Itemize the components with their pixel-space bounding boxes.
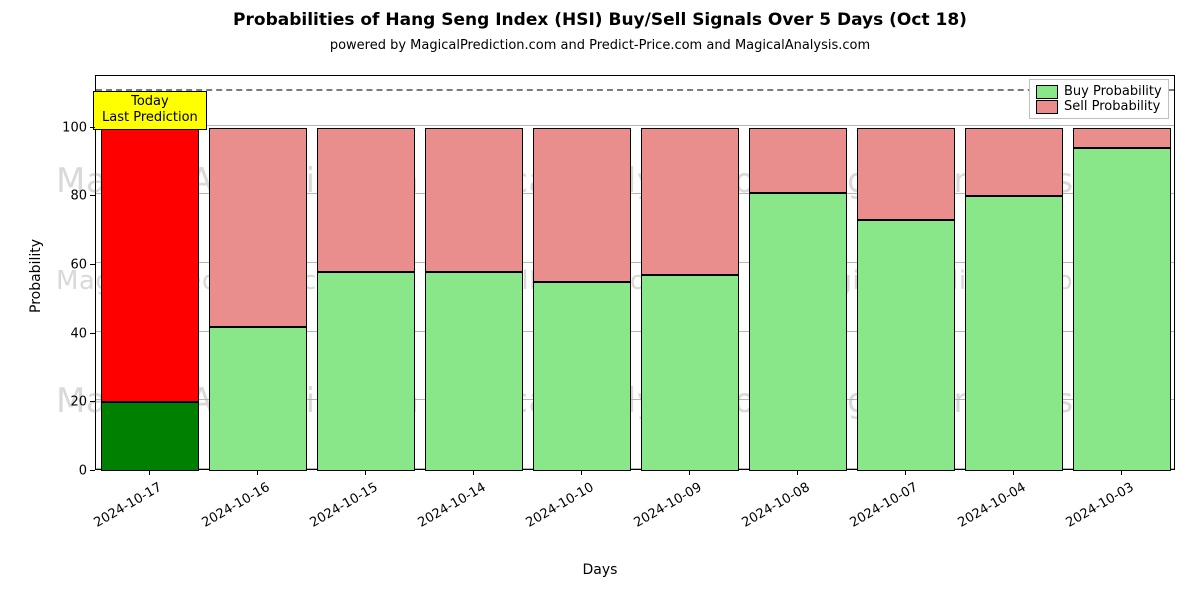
today-annotation-line: Today <box>131 94 169 109</box>
x-tick-label: 2024-10-07 <box>826 480 920 543</box>
bar-sell <box>101 128 198 403</box>
y-tick-mark <box>90 333 95 334</box>
legend-swatch <box>1036 100 1058 114</box>
x-tick-label: 2024-10-15 <box>286 480 380 543</box>
bar-sell <box>749 128 846 193</box>
legend-label: Buy Probability <box>1064 84 1162 99</box>
bar-sell <box>425 128 522 272</box>
bar-buy <box>101 402 198 471</box>
today-annotation-line: Last Prediction <box>102 110 198 125</box>
y-tick-mark <box>90 470 95 471</box>
bar-sell <box>641 128 738 276</box>
y-tick-label: 60 <box>37 257 87 272</box>
bar-buy <box>533 282 630 471</box>
x-tick-label: 2024-10-08 <box>718 480 812 543</box>
x-tick-mark <box>581 470 582 475</box>
reference-line <box>96 89 1174 91</box>
bar-sell <box>209 128 306 327</box>
x-tick-label: 2024-10-16 <box>178 480 272 543</box>
bar-sell <box>857 128 954 221</box>
x-tick-mark <box>149 470 150 475</box>
legend: Buy ProbabilitySell Probability <box>1029 79 1169 119</box>
legend-swatch <box>1036 85 1058 99</box>
x-tick-mark <box>257 470 258 475</box>
x-tick-label: 2024-10-10 <box>502 480 596 543</box>
x-tick-mark <box>1013 470 1014 475</box>
chart-title: Probabilities of Hang Seng Index (HSI) B… <box>0 10 1200 30</box>
x-tick-mark <box>473 470 474 475</box>
y-tick-label: 80 <box>37 189 87 204</box>
bar-buy <box>965 196 1062 471</box>
x-tick-label: 2024-10-09 <box>610 480 704 543</box>
x-tick-mark <box>905 470 906 475</box>
x-tick-mark <box>365 470 366 475</box>
x-tick-label: 2024-10-03 <box>1042 480 1136 543</box>
bar-sell <box>317 128 414 272</box>
y-tick-label: 0 <box>37 464 87 479</box>
y-tick-mark <box>90 127 95 128</box>
bar-sell <box>965 128 1062 197</box>
bar-buy <box>749 193 846 471</box>
y-tick-mark <box>90 195 95 196</box>
plot-area: MagicalAnalysis.comMagicalAnalysis.comMa… <box>95 75 1175 470</box>
bar-buy <box>317 272 414 471</box>
legend-item: Sell Probability <box>1036 99 1162 114</box>
bar-sell <box>1073 128 1170 149</box>
y-tick-label: 40 <box>37 326 87 341</box>
x-axis-label: Days <box>0 562 1200 578</box>
x-tick-mark <box>797 470 798 475</box>
legend-label: Sell Probability <box>1064 99 1160 114</box>
y-tick-label: 20 <box>37 395 87 410</box>
x-tick-label: 2024-10-17 <box>70 480 164 543</box>
bar-sell <box>533 128 630 283</box>
y-axis-label: Probability <box>28 238 44 312</box>
bar-buy <box>857 220 954 471</box>
x-tick-label: 2024-10-14 <box>394 480 488 543</box>
y-gridline <box>96 125 1174 126</box>
today-annotation: TodayLast Prediction <box>93 91 207 130</box>
x-tick-label: 2024-10-04 <box>934 480 1028 543</box>
bar-buy <box>425 272 522 471</box>
x-tick-mark <box>1121 470 1122 475</box>
y-tick-label: 100 <box>37 120 87 135</box>
bar-buy <box>209 327 306 471</box>
y-tick-mark <box>90 264 95 265</box>
chart-container: Probabilities of Hang Seng Index (HSI) B… <box>0 0 1200 600</box>
y-tick-mark <box>90 401 95 402</box>
chart-subtitle: powered by MagicalPrediction.com and Pre… <box>0 38 1200 53</box>
bar-buy <box>1073 148 1170 471</box>
bar-buy <box>641 275 738 471</box>
x-tick-mark <box>689 470 690 475</box>
legend-item: Buy Probability <box>1036 84 1162 99</box>
